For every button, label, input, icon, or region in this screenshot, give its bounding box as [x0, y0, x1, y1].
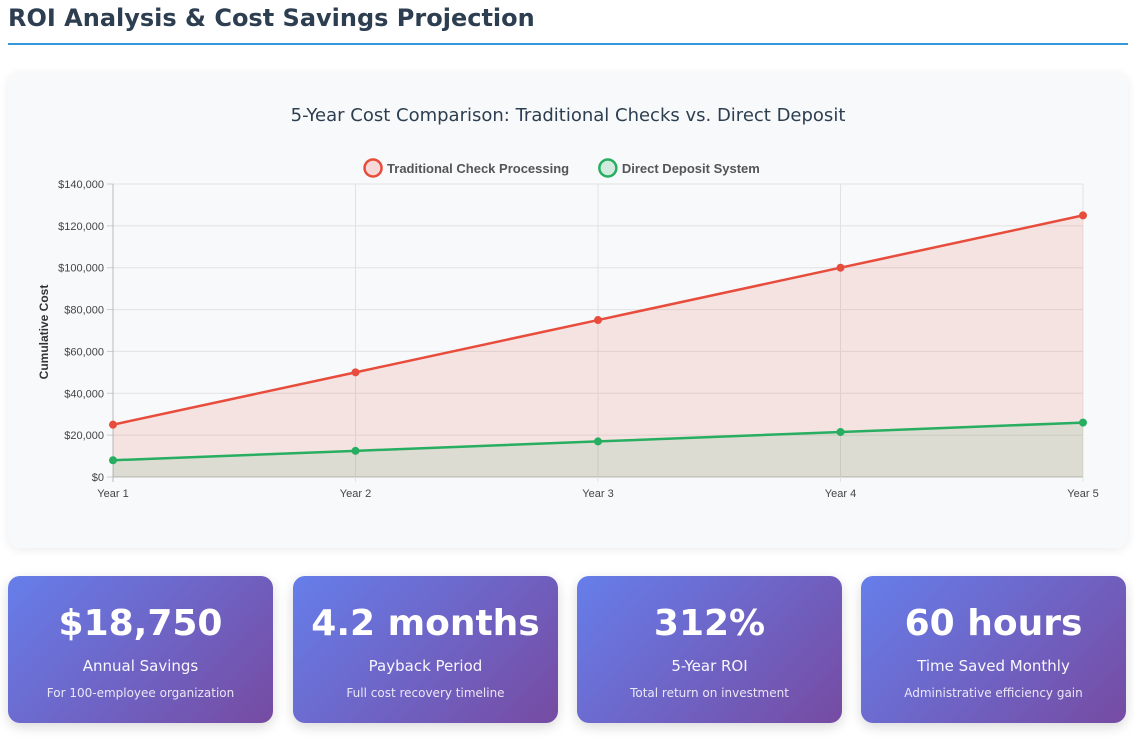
stat-label: Annual Savings [82, 657, 199, 675]
x-axis-ticks: Year 1 Year 2 Year 3 Year 4 Year 5 [97, 488, 1098, 500]
stat-card-time-saved: 60 hours Time Saved Monthly Administrati… [861, 576, 1126, 723]
chart-points [109, 211, 1087, 465]
x-tick-label: Year 1 [97, 488, 128, 500]
data-point [594, 316, 602, 325]
stat-card-roi: 312% 5-Year ROI Total return on investme… [577, 576, 842, 723]
y-axis-label: Cumulative Cost [37, 285, 51, 380]
data-point [109, 456, 117, 465]
stat-value: 4.2 months [311, 603, 540, 644]
x-tick-label: Year 3 [582, 488, 613, 500]
data-point [1079, 418, 1087, 427]
x-tick-label: Year 2 [340, 488, 371, 500]
data-point [351, 368, 360, 377]
chart-title: 5-Year Cost Comparison: Traditional Chec… [291, 105, 846, 126]
stat-label: Time Saved Monthly [917, 657, 1070, 675]
legend-label-0: Traditional Check Processing [387, 161, 569, 176]
data-point [1079, 211, 1087, 220]
y-tick-label: $20,000 [64, 430, 104, 442]
stat-card-annual-savings: $18,750 Annual Savings For 100-employee … [8, 576, 273, 723]
chart-areas [113, 215, 1083, 477]
cost-comparison-chart: 5-Year Cost Comparison: Traditional Chec… [37, 105, 1099, 500]
legend-marker-0 [363, 158, 383, 178]
stat-subtext: For 100-employee organization [46, 686, 235, 700]
chart-legend: Traditional Check Processing Direct Depos… [363, 158, 760, 178]
data-point [836, 428, 845, 437]
x-tick-label: Year 4 [825, 488, 856, 500]
stat-subtext: Full cost recovery timeline [346, 686, 505, 700]
data-point [836, 263, 845, 272]
page-title: ROI Analysis & Cost Savings Projection [8, 4, 535, 32]
stat-value: 312% [653, 603, 766, 644]
stat-label: Payback Period [368, 657, 483, 675]
y-tick-label: $100,000 [58, 263, 104, 275]
y-tick-label: $120,000 [58, 221, 104, 233]
y-tick-label: $80,000 [64, 305, 104, 317]
stat-subtext: Administrative efficiency gain [904, 686, 1083, 700]
y-tick-label: $140,000 [58, 179, 104, 191]
data-point [594, 437, 602, 446]
stat-value: $18,750 [58, 603, 223, 644]
data-point [109, 420, 117, 429]
chart-card: 5-Year Cost Comparison: Traditional Chec… [8, 72, 1128, 548]
y-tick-label: $40,000 [64, 388, 104, 400]
stat-cards: $18,750 Annual Savings For 100-employee … [8, 576, 1128, 724]
series-area-0 [113, 215, 1083, 477]
x-tick-label: Year 5 [1067, 488, 1098, 500]
data-point [351, 446, 360, 455]
legend-marker-1 [598, 158, 618, 178]
stat-value: 60 hours [904, 603, 1083, 644]
series-area-1 [113, 422, 1083, 477]
stat-card-payback-period: 4.2 months Payback Period Full cost reco… [293, 576, 558, 723]
chart-grid [107, 183, 1084, 482]
stat-subtext: Total return on investment [630, 686, 789, 700]
stat-label: 5-Year ROI [671, 657, 748, 675]
title-divider [8, 43, 1128, 45]
y-axis-ticks: $0 $20,000 $40,000 $60,000 $80,000 $100,000 $1… [58, 179, 104, 484]
legend-label-1: Direct Deposit System [622, 161, 760, 176]
y-tick-label: $60,000 [64, 346, 104, 358]
y-tick-label: $0 [92, 472, 104, 484]
